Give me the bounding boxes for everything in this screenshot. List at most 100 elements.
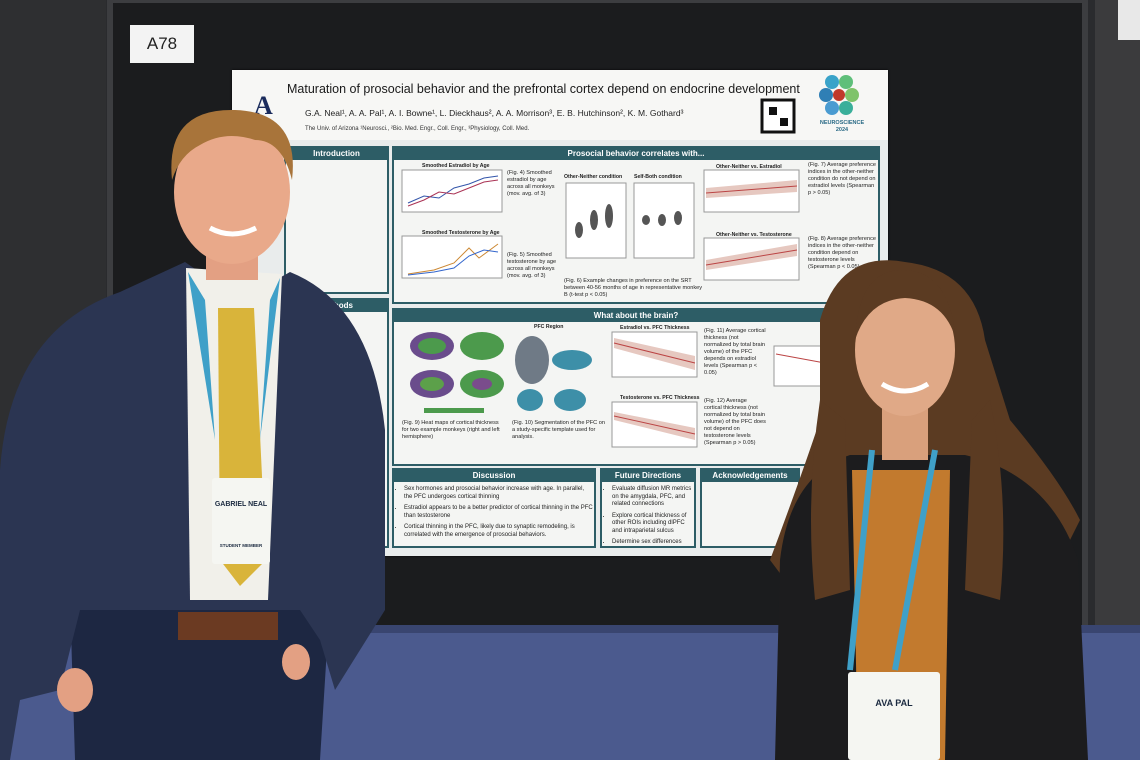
future-point: Evaluate diffusion MR metrics on the amy…: [612, 486, 694, 509]
smile: [880, 381, 930, 394]
section-title: Future Directions: [602, 470, 694, 482]
intro-panel: Introduction: [284, 146, 389, 294]
hair: [811, 400, 1004, 600]
logo-dot: [839, 101, 853, 115]
future-point: Determine sex differences: [612, 539, 694, 546]
brain-panel: What about the brain? PFC Region Estradi…: [392, 308, 880, 466]
brain-map: [418, 338, 446, 354]
brain-segmentation: [515, 336, 549, 384]
violin: [590, 210, 598, 230]
right-label: [1118, 0, 1140, 40]
poster-affiliations: The Univ. of Arizona ¹Neurosci., ²Bio. M…: [305, 126, 530, 132]
brain-map: [472, 378, 492, 390]
carpet-edge: [0, 625, 1140, 633]
qr-code: [769, 107, 777, 115]
caption: (Fig. 8) Average preference indices in t…: [808, 236, 876, 270]
caption: (Fig. 4) Smoothed estradiol by age acros…: [507, 170, 555, 197]
regression-line: [613, 342, 696, 364]
board-label: A78: [130, 25, 194, 63]
hair: [855, 269, 956, 340]
figure-frame: [401, 169, 503, 213]
figure-line: [407, 175, 499, 204]
discussion-panel: Discussion Sex hormones and prosocial be…: [392, 468, 596, 548]
future-panel: Future Directions Evaluate diffusion MR …: [600, 468, 696, 548]
brain-map: [420, 377, 444, 391]
figure-graphics: [401, 169, 800, 281]
figure-title: Smoothed Estradiol by Age: [422, 163, 490, 169]
section-title: Prosocial behavior correlates with...: [394, 148, 878, 160]
figure-graphics: [410, 331, 855, 448]
university-logo: A: [254, 91, 273, 120]
caption: (Fig. 9) Heat maps of cortical thickness…: [402, 420, 500, 440]
logo-dot: [819, 88, 833, 102]
section-title: Acknowledgements: [702, 470, 798, 482]
figure-title: Other-Neither vs. Testosterone: [716, 232, 792, 238]
figure-title: Self-Both condition: [634, 174, 682, 180]
regression-band: [614, 412, 695, 440]
caption: (Fig. 5) Smoothed testosterone by age ac…: [507, 252, 557, 279]
figure-line: [407, 179, 499, 207]
regression-band: [614, 338, 695, 370]
badge-name: AVA PAL: [875, 698, 913, 708]
lanyard: [847, 449, 938, 671]
caption: (Fig. 7) Average preference indices in t…: [808, 162, 876, 196]
belt: [178, 612, 278, 640]
regression-line: [705, 185, 798, 194]
caption: (Fig. 10) Segmentation of the PFC on a s…: [512, 420, 605, 440]
smile: [208, 225, 258, 237]
lanyard: [188, 272, 280, 440]
face: [855, 284, 955, 416]
figure-title: Other-Neither condition: [564, 174, 623, 180]
violin: [658, 214, 666, 226]
logo-dot: [845, 88, 859, 102]
figure-title: Testosterone vs. PFC Thickness: [620, 395, 700, 401]
header-graphics: A: [254, 75, 859, 134]
brain-segmentation: [554, 389, 586, 411]
name-badge: AVA PAL: [848, 672, 940, 760]
discussion-point: Estradiol appears to be a better predict…: [404, 505, 594, 520]
caption: (Fig. 11) Average cortical thickness (no…: [704, 328, 766, 376]
discussion-list: Sex hormones and prosocial behavior incr…: [394, 486, 594, 539]
section-title: Introduction: [286, 148, 387, 160]
figure-title: PFC Region: [534, 324, 564, 330]
regression-line: [705, 249, 798, 266]
logo-dot: [839, 75, 853, 89]
figure-line: [407, 249, 499, 276]
section-title: Discussion: [394, 470, 594, 482]
violin: [575, 222, 583, 238]
brain-segmentation: [552, 350, 592, 370]
violin: [674, 211, 682, 225]
violin: [605, 204, 613, 228]
logo-dot: [833, 89, 845, 101]
brain-map: [460, 332, 504, 360]
badge-role: STUDENT MEMBER: [219, 543, 263, 548]
right-board: [1095, 0, 1140, 640]
figure-frame: [401, 235, 503, 279]
future-list: Evaluate diffusion MR metrics on the amy…: [602, 486, 694, 546]
caption: (Fig. 12) Average cortical thickness (no…: [704, 398, 766, 446]
poster-authors: G.A. Neal¹, A. A. Pal¹, A. I. Bowne¹, L.…: [305, 108, 684, 118]
prosocial-panel: Prosocial behavior correlates with... Sm…: [392, 146, 880, 304]
ack-panel: Acknowledgements: [700, 468, 800, 548]
figure-title: Smoothed Testosterone by Age: [422, 230, 500, 236]
figure-title: Other-Neither vs. Estradiol: [716, 164, 782, 170]
regression-line: [613, 415, 696, 435]
hand: [282, 644, 310, 680]
brain-segmentation: [517, 389, 543, 411]
qr-code: [760, 98, 796, 134]
hand: [57, 668, 93, 712]
face: [174, 120, 290, 264]
name-badge: GABRIEL NEAL STUDENT MEMBER: [212, 478, 270, 564]
logo-text: NEUROSCIENCE 2024: [819, 120, 865, 133]
qr-code: [780, 118, 788, 126]
badge-name: GABRIEL NEAL: [214, 501, 268, 508]
colorbar: [424, 408, 484, 413]
hair: [171, 109, 293, 180]
logo-dot: [825, 75, 839, 89]
logo-dot: [825, 101, 839, 115]
violin: [642, 215, 650, 225]
future-point: Explore cortical thickness of other ROIs…: [612, 513, 694, 536]
figure-line: [407, 243, 499, 275]
